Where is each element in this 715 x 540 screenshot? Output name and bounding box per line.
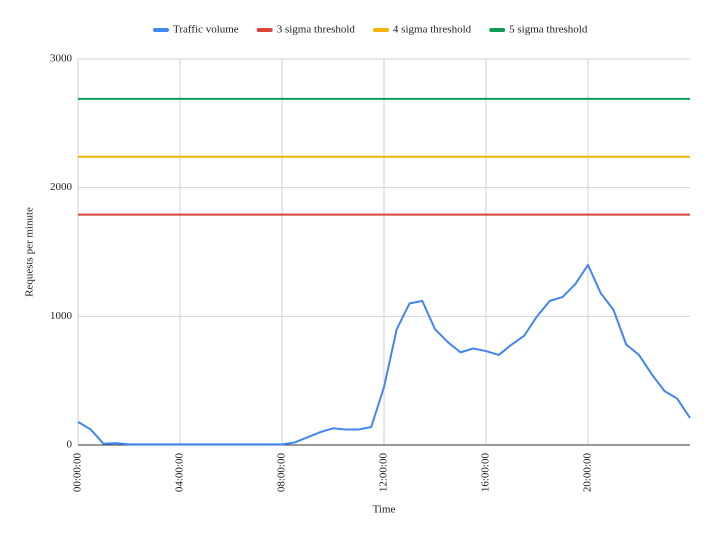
y-tick-label: 3000 <box>50 53 73 65</box>
x-tick-label: 20:00:00 <box>582 453 594 493</box>
series-line <box>77 263 691 446</box>
x-tick-label: 12:00:00 <box>378 453 390 493</box>
x-tick-label: 04:00:00 <box>174 453 186 493</box>
x-tick-label: 00:00:00 <box>72 453 84 493</box>
x-tick-label: 08:00:00 <box>276 453 288 493</box>
x-axis-title: Time <box>373 504 396 516</box>
y-tick-label: 1000 <box>50 310 73 322</box>
legend-label: 5 sigma threshold <box>509 24 588 36</box>
y-tick-label: 0 <box>67 439 73 451</box>
legend-label: 4 sigma threshold <box>393 24 472 36</box>
x-tick-label: 16:00:00 <box>480 453 492 493</box>
y-tick-label: 2000 <box>50 181 73 193</box>
y-axis-title: Requests per minute <box>24 207 36 297</box>
legend-label: Traffic volume <box>173 24 239 36</box>
legend-label: 3 sigma threshold <box>277 24 356 36</box>
